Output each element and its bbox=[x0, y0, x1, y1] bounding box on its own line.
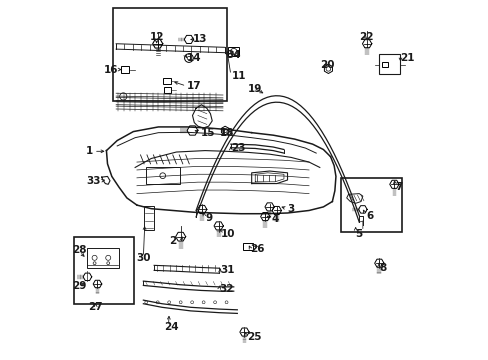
Text: 7: 7 bbox=[394, 182, 402, 192]
Text: 29: 29 bbox=[72, 281, 86, 291]
Text: 33: 33 bbox=[86, 176, 100, 186]
Text: 28: 28 bbox=[72, 245, 86, 255]
Text: 17: 17 bbox=[186, 81, 201, 91]
Text: 1: 1 bbox=[86, 146, 93, 156]
Bar bbox=[163, 78, 171, 84]
Bar bbox=[340, 178, 402, 232]
Text: 22: 22 bbox=[359, 32, 373, 41]
Text: 16: 16 bbox=[103, 64, 118, 75]
Text: 18: 18 bbox=[220, 129, 234, 138]
Text: 24: 24 bbox=[163, 322, 178, 332]
Text: 4: 4 bbox=[271, 215, 278, 224]
Text: 19: 19 bbox=[247, 84, 262, 94]
Bar bbox=[112, 8, 227, 101]
Text: 13: 13 bbox=[192, 35, 206, 44]
Text: 8: 8 bbox=[378, 263, 386, 273]
Text: 32: 32 bbox=[219, 284, 233, 294]
Bar bbox=[121, 66, 129, 73]
Text: 12: 12 bbox=[149, 32, 163, 41]
Text: 31: 31 bbox=[220, 265, 234, 275]
Text: 23: 23 bbox=[230, 143, 245, 153]
Text: 34: 34 bbox=[226, 50, 241, 60]
Text: 3: 3 bbox=[287, 204, 294, 214]
Text: 27: 27 bbox=[88, 302, 103, 312]
Text: 6: 6 bbox=[366, 211, 373, 221]
Text: 26: 26 bbox=[250, 244, 264, 254]
Text: 11: 11 bbox=[232, 71, 246, 81]
Text: 21: 21 bbox=[400, 53, 414, 63]
Bar bbox=[86, 248, 119, 268]
Bar bbox=[381, 62, 387, 67]
Bar bbox=[74, 237, 134, 304]
Text: 20: 20 bbox=[319, 60, 333, 70]
Text: 10: 10 bbox=[221, 229, 235, 239]
Bar bbox=[144, 206, 154, 230]
Bar bbox=[228, 47, 239, 56]
Bar bbox=[243, 243, 253, 249]
Bar bbox=[145, 167, 180, 184]
Text: 2: 2 bbox=[169, 236, 176, 246]
Bar bbox=[163, 87, 171, 93]
Text: 15: 15 bbox=[201, 129, 215, 138]
Text: 5: 5 bbox=[355, 229, 362, 239]
Text: 14: 14 bbox=[187, 53, 202, 63]
Text: 25: 25 bbox=[247, 332, 262, 342]
Bar bbox=[378, 54, 400, 74]
Text: 30: 30 bbox=[136, 253, 150, 263]
Text: 9: 9 bbox=[204, 213, 212, 222]
